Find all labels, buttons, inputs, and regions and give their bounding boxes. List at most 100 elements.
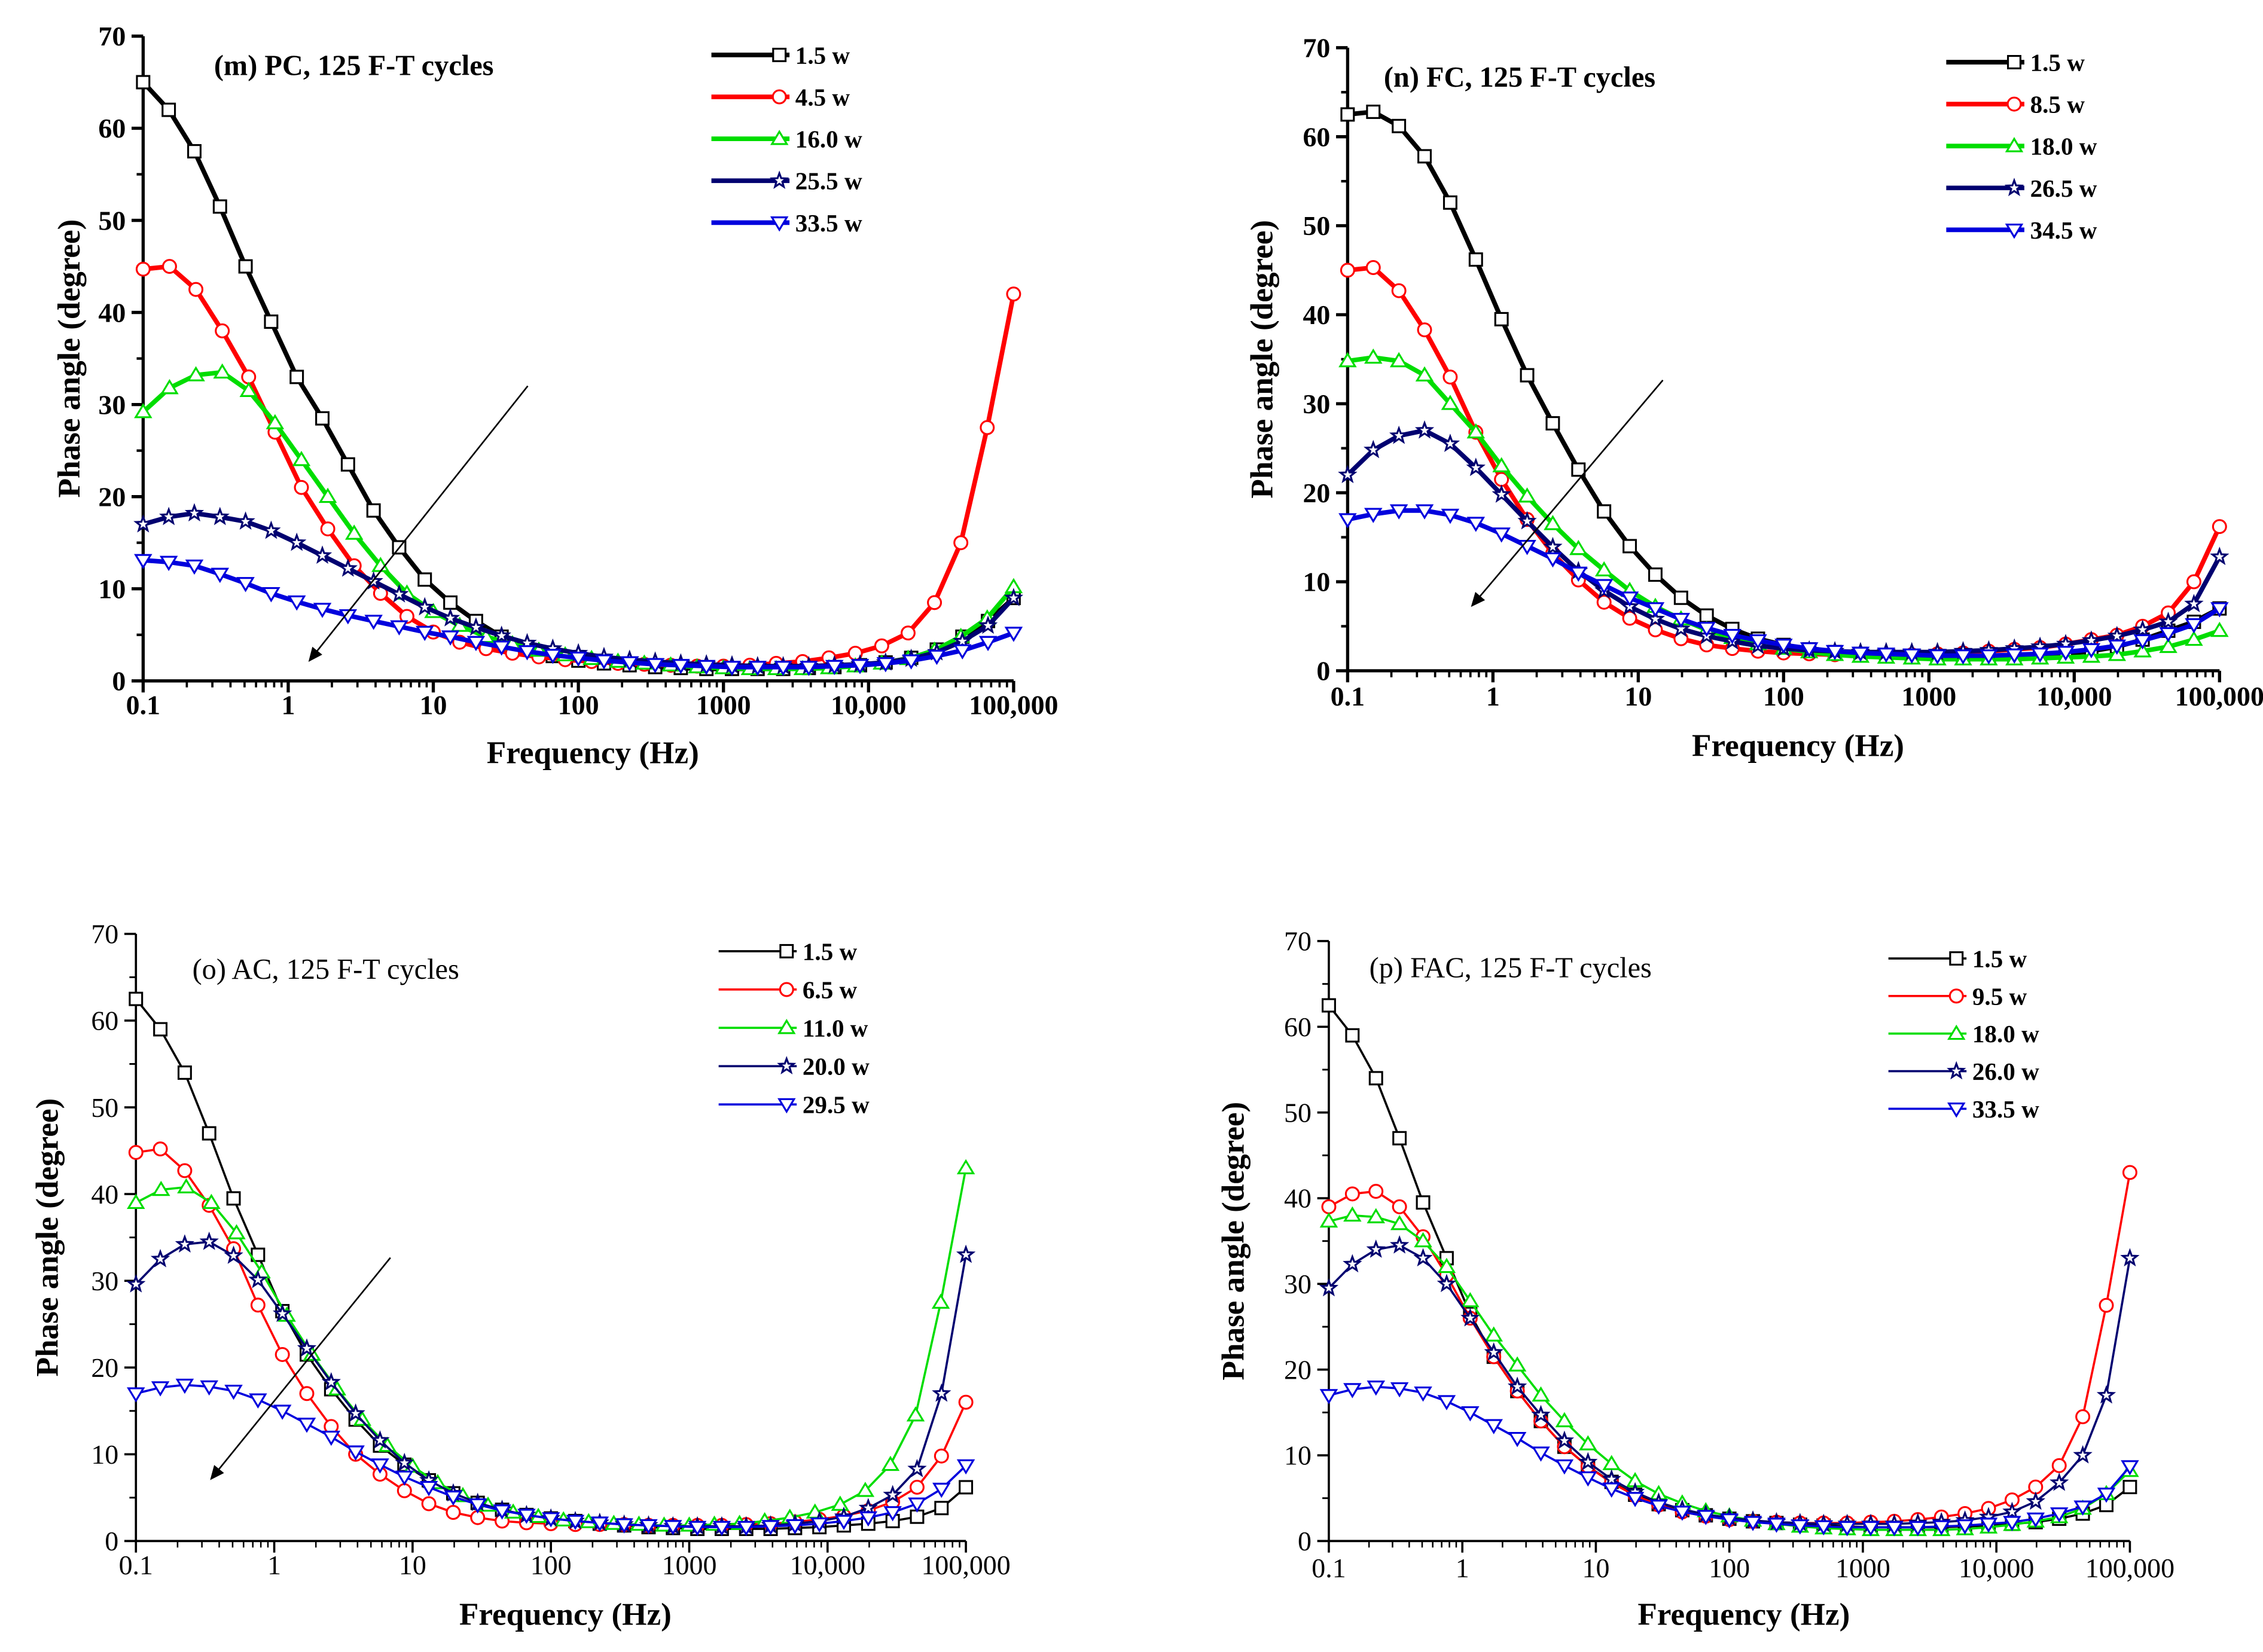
data-point [250,1297,266,1313]
data-point [238,259,253,274]
data-point [1902,648,1922,664]
chart-title: (n) FC, 125 F-T cycles [1384,62,1655,93]
y-tick-label: 40 [1303,300,1330,330]
trend-arrow [210,1257,391,1480]
data-point [275,1346,290,1362]
x-tick-label: 1000 [662,1550,717,1580]
series-line [1328,1172,2131,1525]
y-tick-label: 0 [1316,656,1330,686]
legend-label: 1.5 w [2030,48,2085,76]
legend-label: 33.5 w [1972,1095,2039,1123]
data-point [1791,1519,1810,1535]
data-point [136,75,151,90]
legend-entry: 1.5 w [711,41,850,69]
data-point [2096,1385,2116,1404]
data-point [175,1378,194,1394]
data-point [1415,504,1434,520]
data-point [312,545,333,564]
data-point [1460,1308,1480,1327]
data-point [152,1180,170,1196]
data-point [160,378,179,395]
data-point [1932,1520,1951,1536]
legend-label: 1.5 w [1972,945,2027,973]
data-point [273,1303,292,1323]
data-point [909,1479,925,1495]
data-point [340,457,355,472]
data-point [128,1144,144,1160]
data-point [313,603,332,618]
data-point [1390,1215,1409,1230]
data-point [443,595,458,610]
data-point [2099,1297,2114,1313]
data-point [126,1274,146,1293]
data-point [315,411,330,426]
data-point [211,567,230,584]
data-point [1319,1212,1338,1228]
legend-marker [1949,951,1964,966]
data-point [1543,536,1563,555]
data-point [748,661,767,676]
data-point [151,1381,170,1397]
legend-entry: 18.0 w [1946,133,2097,160]
legend-entry: 29.5 w [718,1091,870,1119]
x-tick-label: 1 [281,689,295,720]
chart-title: (p) FAC, 125 F-T cycles [1370,952,1652,984]
data-point [492,640,511,656]
data-point [712,1520,731,1537]
data-point [395,1470,414,1486]
data-point [1368,1071,1383,1086]
x-tick-label: 100,000 [2175,681,2263,712]
data-point [318,487,337,503]
data-point [2107,625,2127,645]
legend-label: 20.0 w [803,1053,870,1080]
data-point [134,402,153,419]
data-point [1392,1199,1407,1214]
legend-entry: 1.5 w [1946,48,2085,76]
y-tick-label: 20 [1303,478,1330,508]
data-point [344,524,364,540]
chart-title: (o) AC, 125 F-T cycles [193,954,459,985]
x-tick-label: 0.1 [119,1550,153,1580]
data-point [1338,513,1357,529]
data-point [1594,561,1614,577]
data-point [1555,1412,1574,1428]
series-11-0-w [127,1159,975,1532]
series-8-5-w [1340,260,2227,662]
data-point [399,609,414,624]
data-point [1365,260,1381,275]
series-line [1347,355,2221,662]
y-tick-label: 20 [91,1352,118,1383]
data-point [1625,1492,1645,1507]
data-point [1545,416,1560,430]
data-point [1364,348,1383,364]
data-point [934,1501,949,1516]
data-point [161,102,176,117]
data-point [1554,1430,1575,1449]
series-26-0-w [1319,1235,2140,1532]
data-point [161,259,177,274]
data-point [1954,649,1972,665]
data-point [370,1430,390,1449]
data-point [1368,1184,1384,1199]
data-point [150,1248,170,1268]
data-point [1366,1239,1386,1258]
legend-label: 1.5 w [795,41,850,69]
data-point [297,1338,317,1357]
data-point [722,661,742,676]
data-point [569,651,588,667]
data-point [697,659,716,676]
y-tick-label: 60 [1284,1012,1312,1042]
data-point [956,1459,975,1475]
legend-marker [1947,1024,1966,1040]
data-point [1319,1278,1339,1297]
data-point [1800,642,1819,658]
y-tick-label: 60 [98,113,126,143]
data-point [1390,1382,1409,1398]
data-point [1466,457,1486,477]
data-point [1492,527,1511,543]
data-point [978,615,998,634]
data-point [2075,1409,2091,1425]
data-point [953,535,969,551]
data-point [1517,511,1537,530]
data-point [856,1482,875,1497]
